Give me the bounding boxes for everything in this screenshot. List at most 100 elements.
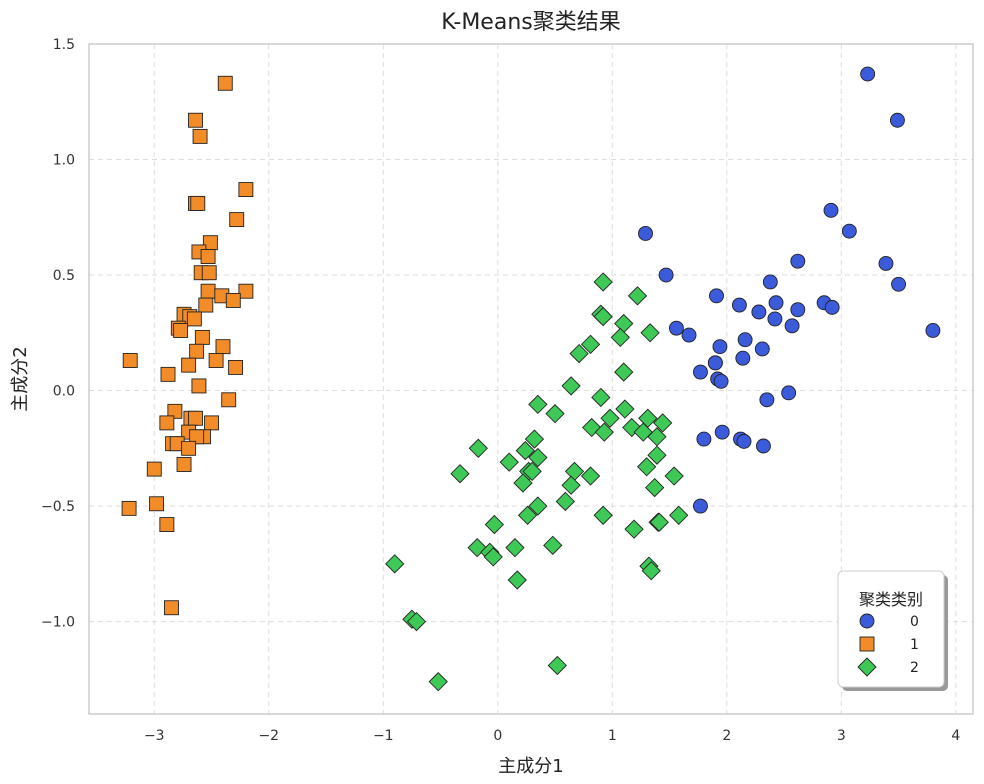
y-tick-label: −1.0: [41, 615, 75, 631]
data-point: [593, 505, 613, 525]
data-point: [528, 447, 548, 468]
data-point: [790, 253, 806, 269]
data-point: [781, 385, 797, 401]
data-point: [561, 475, 581, 495]
data-point: [767, 311, 783, 327]
data-point: [756, 438, 771, 454]
data-point: [200, 283, 216, 299]
data-point: [653, 413, 673, 433]
y-tick-label: 0.0: [53, 384, 75, 400]
data-point: [754, 341, 770, 357]
data-point: [163, 600, 179, 616]
x-tick-label: −2: [258, 728, 279, 744]
data-point: [841, 223, 857, 239]
data-point: [149, 496, 165, 512]
data-point: [664, 466, 684, 486]
legend-label: 2: [910, 660, 919, 676]
data-point: [768, 295, 784, 311]
data-point: [428, 672, 448, 692]
series-2: [385, 272, 689, 692]
x-tick-label: 0: [493, 728, 502, 744]
data-point: [160, 366, 176, 382]
data-point: [228, 359, 244, 375]
data-point: [555, 491, 575, 512]
data-point: [200, 249, 216, 265]
data-point: [824, 299, 840, 315]
data-point: [709, 288, 724, 304]
data-point: [406, 611, 427, 632]
data-point: [528, 496, 548, 516]
data-point: [221, 392, 237, 408]
data-point: [681, 327, 697, 343]
data-point: [238, 182, 254, 198]
data-point: [524, 429, 545, 449]
data-point: [515, 440, 535, 461]
data-point: [191, 378, 207, 394]
data-point: [696, 431, 712, 447]
data-point: [159, 517, 175, 533]
data-point: [468, 438, 488, 458]
data-point: [181, 357, 197, 373]
data-point: [569, 343, 589, 364]
data-point: [188, 112, 203, 128]
x-axis-label: 主成分1: [498, 756, 563, 777]
data-point: [189, 429, 205, 445]
data-point: [637, 457, 657, 477]
data-point: [215, 339, 231, 355]
data-point: [713, 373, 729, 389]
data-point: [591, 387, 611, 408]
legend-box: [837, 570, 945, 688]
y-tick-label: 1.5: [53, 37, 75, 53]
data-point: [735, 350, 751, 366]
chart-title: K-Means聚类结果: [441, 10, 620, 35]
data-point: [121, 500, 137, 516]
data-point: [225, 292, 241, 308]
x-tick-label: −1: [373, 728, 394, 744]
data-point: [707, 355, 723, 371]
data-point: [201, 265, 217, 281]
data-point: [593, 272, 613, 292]
data-point: [580, 466, 601, 486]
data-point: [545, 404, 565, 424]
data-point: [173, 323, 189, 338]
legend-marker-0: [859, 613, 875, 629]
data-point: [638, 225, 653, 241]
data-point: [517, 505, 538, 525]
data-point: [751, 304, 767, 320]
data-point: [610, 327, 630, 348]
data-point: [731, 297, 747, 313]
data-point: [615, 399, 635, 419]
data-point: [122, 353, 138, 368]
data-point: [647, 445, 667, 465]
data-point: [891, 276, 907, 292]
data-point: [668, 320, 684, 336]
points: [121, 66, 941, 692]
data-point: [543, 535, 563, 555]
data-point: [522, 461, 542, 482]
x-tick-label: 1: [608, 728, 617, 744]
x-tick-label: 3: [837, 728, 846, 744]
legend-marker-2: [857, 657, 877, 677]
data-point: [714, 424, 730, 440]
data-point: [614, 313, 634, 334]
y-tick-label: 0.5: [53, 268, 75, 284]
data-point: [737, 332, 753, 348]
data-point: [627, 286, 648, 306]
legend-label: 1: [910, 637, 919, 653]
data-point: [564, 461, 585, 482]
data-point: [238, 283, 254, 299]
data-point: [925, 323, 941, 338]
data-point: [513, 473, 533, 493]
y-ticks: −1.0 −0.5 0.0 0.5 1.0 1.5: [41, 37, 75, 631]
data-point: [194, 329, 210, 345]
y-axis-label: 主成分2: [10, 346, 31, 411]
data-point: [762, 274, 778, 290]
data-point: [483, 547, 503, 567]
x-tick-label: −3: [144, 728, 165, 744]
legend-marker-1: [859, 636, 875, 652]
data-point: [580, 334, 601, 354]
data-point: [860, 66, 876, 82]
data-point: [641, 561, 661, 581]
data-point: [385, 554, 405, 574]
